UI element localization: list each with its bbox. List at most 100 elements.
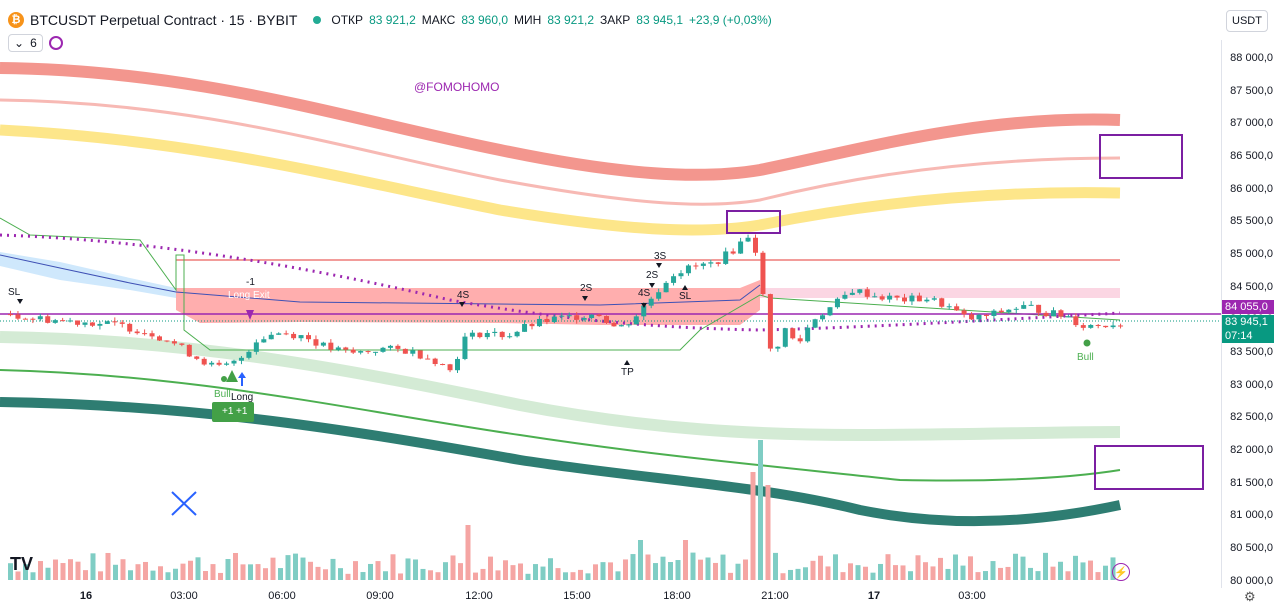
candle-body [157,336,162,341]
volume-bar [1050,566,1056,580]
blue-line [0,254,761,306]
candle-body [380,347,386,352]
price-tick-label: 82 500,0 [1230,411,1273,424]
candle-body [67,320,73,322]
high-value: 83 960,0 [461,13,509,27]
candle-body [954,306,960,311]
volume-bar [953,554,958,580]
currency-selector[interactable]: USDT [1226,10,1268,32]
volume-bar [293,553,298,580]
sync-icon[interactable] [48,36,63,50]
volume-bar [998,567,1003,580]
volume-bar [255,564,261,580]
volume-bar [338,568,343,580]
bull-dot-icon [221,376,227,382]
candle-body [775,346,781,349]
indicators-collapse-button[interactable]: ⌄ 6 [8,34,43,52]
candle-body [365,351,371,353]
candle-body [700,263,706,266]
volume-bar [833,554,838,580]
candle-body [812,319,818,328]
candle-body [395,345,401,349]
volume-bar [728,572,733,580]
candle-body [82,322,88,325]
volume-bar [263,568,268,580]
volume-bar [510,565,516,580]
volume-bar [53,559,58,580]
volume-bar [1103,565,1108,580]
candle-body [760,252,766,295]
candle-body [641,305,647,317]
candle-body [551,316,557,323]
volume-bar [503,560,508,580]
candle-body [179,343,185,345]
volume-bar [390,554,396,580]
volume-bar [233,552,238,580]
price-axis[interactable]: 88 000,0 87 500,0 87 000,0 86 500,0 86 000,0… [1221,40,1280,588]
time-tick-label: 09:00 [366,590,394,602]
candle-body [45,316,51,323]
volume-bar [705,557,711,580]
settings-gear-icon[interactable]: ⚙ [1244,589,1256,604]
candle-body [618,325,624,327]
candle-body [611,322,617,327]
candle-body [142,333,148,335]
volume-bar [450,555,456,580]
candle-body [194,356,200,359]
time-tick-label: 16 [79,590,93,602]
volume-bar [548,558,553,580]
candle-body [782,328,788,347]
price-tick-label: 86 500,0 [1230,150,1273,162]
chart-annotation-label: TP [621,367,634,378]
volume-bar [593,564,598,580]
volume-bar [690,552,696,580]
candle-body [224,363,230,365]
price-tick-label: 83 500,0 [1230,346,1273,358]
volume-bar [923,562,928,580]
volume-bar [210,564,216,580]
candle-body [261,339,267,343]
time-axis[interactable]: 16 03:00 06:00 09:00 12:00 15:00 18:00 21:00 17 0… [0,588,1221,604]
volume-bar [128,570,133,580]
chart-annotation-label: Long Exit [228,290,270,301]
candle-body [753,237,758,253]
change-value: +23,9 (+0,03%) [689,13,772,27]
market-status-icon [313,16,322,24]
candle-body [522,324,528,332]
candle-body [1065,316,1071,318]
candle-body [916,295,922,302]
volume-bar [330,558,336,580]
open-value: 83 921,2 [369,13,416,27]
symbol-title[interactable]: BTCUSDT Perpetual Contract · 15 · BYBIT [30,12,298,28]
volume-bar [1043,552,1048,580]
flash-icon[interactable]: ⚡ [1112,563,1130,581]
volume-bar [743,559,748,580]
time-tick-label: 21:00 [761,590,789,602]
candle-body [648,298,654,306]
candle-body [387,345,393,348]
candle-body [1118,325,1124,327]
volume-bar [60,563,66,580]
volume-bar [218,572,223,580]
lower-band-dark [0,397,1122,527]
volume-bar [735,563,741,580]
candle-body [1043,312,1049,317]
sell-marker-icon [17,299,23,304]
candle-body [425,358,431,360]
candle-body [1036,304,1042,313]
volume-bar [675,560,681,580]
volume-bar [1073,555,1078,580]
volume-bar [23,564,28,580]
volume-bar [750,472,756,580]
candle-body [469,332,475,337]
volume-bar [578,569,583,580]
volume-bar [188,560,193,580]
close-value: 83 945,1 [636,13,684,27]
volume-bar [518,563,523,580]
volume-bar [698,559,703,580]
price-tick-label: 83 000,0 [1230,378,1273,391]
volume-bar [143,561,148,580]
volume-bar [765,485,771,580]
volume-bar [885,554,891,580]
